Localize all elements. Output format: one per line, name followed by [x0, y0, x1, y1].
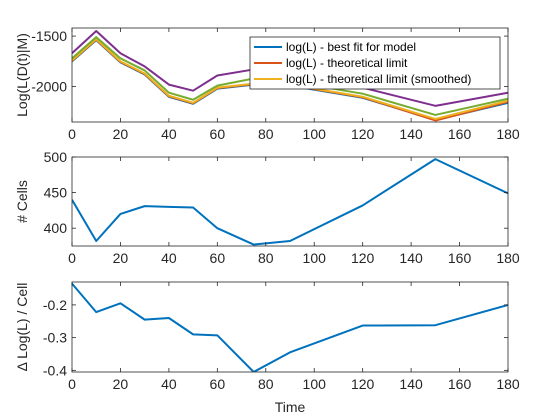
- y-axis-label: Log(L(D(t)|M): [14, 33, 30, 117]
- x-tick-label: 140: [399, 376, 423, 392]
- series-line-4: [72, 30, 508, 107]
- x-tick-label: 40: [161, 126, 177, 142]
- x-tick-label: 0: [68, 126, 76, 142]
- legend-box: [249, 36, 501, 90]
- series-line-3: [72, 38, 508, 120]
- y-axis-label: # Cells: [14, 180, 30, 223]
- x-tick-label: 40: [161, 376, 177, 392]
- x-axis-label: Time: [275, 399, 306, 415]
- axes-box: [71, 27, 509, 123]
- x-tick-label: 0: [68, 250, 76, 266]
- series-line-1: [72, 158, 508, 246]
- y-tick-label: -1500: [31, 28, 67, 44]
- x-tick-label: 80: [258, 250, 274, 266]
- x-tick-label: 20: [113, 126, 129, 142]
- x-tick-label: 100: [303, 126, 327, 142]
- x-tick-label: 180: [496, 250, 520, 266]
- x-tick-label: 180: [496, 376, 520, 392]
- y-tick-label: 450: [44, 185, 68, 201]
- legend-entry: log(L) - theoretical limit (smoothed): [286, 72, 471, 86]
- plot-area: [72, 282, 508, 372]
- x-tick-label: 120: [351, 250, 375, 266]
- x-tick-label: 160: [448, 126, 472, 142]
- x-tick-label: 180: [496, 126, 520, 142]
- axes-box: [71, 281, 509, 373]
- x-tick-label: 140: [399, 250, 423, 266]
- legend-entry: log(L) - best fit for model: [286, 40, 416, 54]
- x-tick-label: 80: [258, 376, 274, 392]
- x-tick-label: 20: [113, 250, 129, 266]
- x-tick-label: 40: [161, 250, 177, 266]
- x-tick-label: 100: [303, 376, 327, 392]
- x-tick-label: 60: [210, 250, 226, 266]
- x-tick-label: 0: [68, 376, 76, 392]
- x-tick-label: 160: [448, 250, 472, 266]
- x-tick-label: 60: [210, 376, 226, 392]
- series-line-5: [72, 36, 508, 116]
- y-tick-label: 400: [44, 220, 68, 236]
- x-tick-label: 120: [351, 376, 375, 392]
- x-tick-label: 100: [303, 250, 327, 266]
- y-tick-label: 500: [44, 149, 68, 165]
- y-tick-label: -0.2: [43, 297, 67, 313]
- legend-entry: log(L) - theoretical limit: [286, 56, 408, 70]
- plot-2: 0 20 40 60 80 100 120 140 160 180 400 450 500 # Cells: [14, 149, 520, 266]
- x-tick-label: 20: [113, 376, 129, 392]
- x-tick-label: 140: [399, 126, 423, 142]
- plot-3: 0 20 40 60 80 100 120 140 160 180 -0.4 -0.3 -0.2 Δ Lo…: [14, 281, 520, 415]
- y-tick-label: -2000: [31, 79, 67, 95]
- y-tick-label: -0.4: [43, 362, 67, 378]
- x-tick-label: 120: [351, 126, 375, 142]
- series-line-1: [72, 282, 508, 372]
- axes-box: [71, 156, 509, 247]
- x-tick-label: 60: [210, 126, 226, 142]
- y-tick-label: -0.3: [43, 330, 67, 346]
- y-axis-label: Δ Log(L) / Cell: [14, 283, 30, 372]
- plot-area: [72, 157, 508, 246]
- x-tick-label: 160: [448, 376, 472, 392]
- plot-1: 0 20 40 60 80 100 120 140 160 180 -2000 -1500Log(L(…: [14, 27, 520, 142]
- legend: log(L) - best fit for model log(L) - theo…: [249, 36, 501, 90]
- x-tick-label: 80: [258, 126, 274, 142]
